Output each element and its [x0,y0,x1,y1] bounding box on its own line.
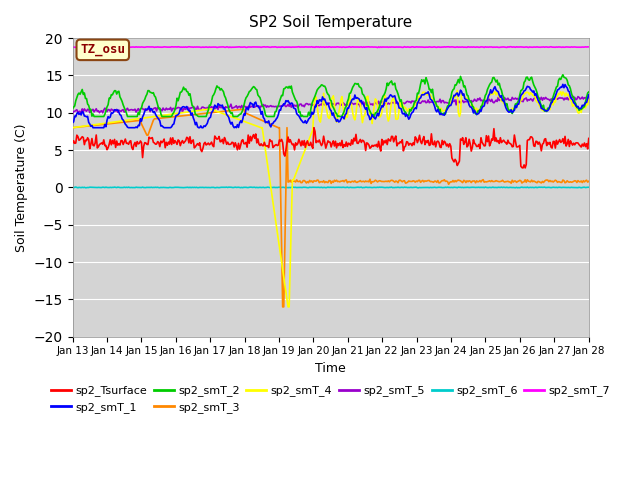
Title: SP2 Soil Temperature: SP2 Soil Temperature [249,15,412,30]
X-axis label: Time: Time [316,362,346,375]
Y-axis label: Soil Temperature (C): Soil Temperature (C) [15,123,28,252]
Legend: sp2_Tsurface, sp2_smT_1, sp2_smT_2, sp2_smT_3, sp2_smT_4, sp2_smT_5, sp2_smT_6, : sp2_Tsurface, sp2_smT_1, sp2_smT_2, sp2_… [46,381,615,418]
Text: TZ_osu: TZ_osu [80,43,125,56]
